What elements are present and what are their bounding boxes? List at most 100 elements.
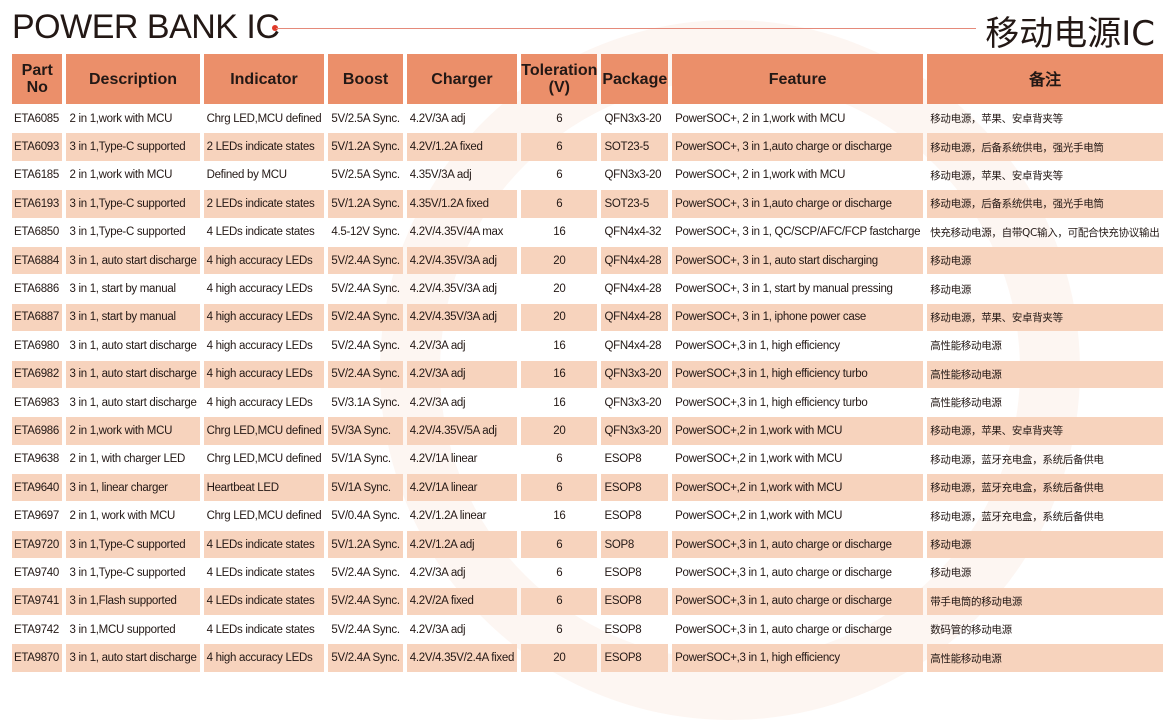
cell-description: 3 in 1,Flash supported (66, 587, 200, 616)
cell-toleration: 6 (556, 566, 563, 579)
table-row: ETA9638 2 in 1, with charger LED Chrg LED,… (12, 446, 1163, 473)
cell-boost: 5V/2.4A Sync. (331, 623, 400, 636)
cell-part-no: ETA6085 (14, 112, 59, 125)
cell-package: QFN3x3-20 (604, 396, 662, 409)
cell-boost: 5V/2.4A Sync. (328, 587, 403, 616)
cell-toleration: 6 (556, 112, 563, 125)
cell-toleration: 20 (521, 417, 598, 445)
cell-feature: PowerSOC+,2 in 1,work with MCU (675, 510, 843, 523)
cell-toleration: 16 (553, 226, 566, 239)
cell-description: 3 in 1,MCU supported (69, 623, 176, 636)
cell-feature: PowerSOC+,3 in 1, high efficiency (672, 644, 924, 672)
cell-package: ESOP8 (601, 474, 669, 502)
cell-description: 3 in 1,Type-C supported (66, 190, 200, 218)
cell-charger: 4.2V/1.2A linear (409, 510, 487, 523)
cell-package: ESOP8 (604, 623, 642, 636)
cell-description: 3 in 1,Type-C supported (69, 226, 186, 239)
page-title: POWER BANK IC (12, 8, 280, 46)
cell-indicator: 4 high accuracy LEDs (203, 644, 325, 672)
cell-toleration: 6 (521, 474, 598, 502)
cell-indicator: 4 LEDs indicate states (206, 623, 315, 636)
cell-charger: 4.2V/1A linear (406, 474, 518, 502)
cell-charger: 4.2V/1.2A fixed (406, 133, 518, 161)
cell-description: 3 in 1,Type-C supported (66, 133, 200, 161)
column-header-part-no: Part No (12, 54, 63, 104)
cell-notes: 移动电源，苹果、安卓背夹等 (927, 417, 1163, 445)
cell-part-no: ETA9720 (12, 530, 63, 559)
cell-feature: PowerSOC+,2 in 1,work with MCU (672, 474, 924, 502)
cell-indicator: 4 high accuracy LEDs (206, 339, 313, 352)
cell-notes: 移动电源 (927, 246, 1163, 275)
cell-indicator: Chrg LED,MCU defined (206, 112, 322, 125)
cell-description: 2 in 1, work with MCU (69, 510, 175, 523)
cell-notes: 移动电源 (930, 567, 972, 580)
title-rule (276, 28, 976, 29)
column-header-boost: Boost (328, 54, 403, 104)
cell-toleration: 6 (521, 133, 598, 161)
cell-package: SOP8 (601, 530, 669, 559)
cell-charger: 4.2V/3A adj (409, 623, 466, 636)
title-rule-dot (272, 25, 278, 31)
cell-part-no: ETA9697 (14, 510, 59, 523)
cell-package: SOT23-5 (601, 133, 669, 161)
cell-package: QFN4x4-28 (601, 246, 669, 275)
column-header-package: Package (601, 54, 669, 104)
cell-feature: PowerSOC+,3 in 1, auto charge or dischar… (672, 587, 924, 616)
cell-package: ESOP8 (601, 587, 669, 616)
table-row: ETA6886 3 in 1, start by manual 4 high acc… (12, 275, 1163, 302)
cell-description: 2 in 1,work with MCU (69, 169, 173, 182)
cell-package: QFN3x3-20 (604, 112, 662, 125)
cell-description: 3 in 1, auto start discharge (66, 246, 200, 275)
cell-package: QFN4x4-28 (601, 303, 669, 332)
cell-feature: PowerSOC+, 2 in 1,work with MCU (675, 169, 846, 182)
cell-indicator: 4 high accuracy LEDs (203, 303, 325, 332)
cell-indicator: Chrg LED,MCU defined (206, 510, 322, 523)
cell-indicator: Chrg LED,MCU defined (206, 453, 322, 466)
table-row: ETA6850 3 in 1,Type-C supported 4 LEDs ind… (12, 219, 1163, 246)
table-row: ETA6887 3 in 1, start by manual 4 high acc… (12, 303, 1163, 332)
cell-boost: 5V/2.5A Sync. (331, 169, 400, 182)
cell-boost: 5V/1A Sync. (331, 453, 391, 466)
product-table: Part No Description Indicator Boost Charger T… (8, 53, 1167, 673)
cell-notes: 移动电源，苹果、安卓背夹等 (927, 303, 1163, 332)
table-row: ETA6884 3 in 1, auto start discharge 4 hig… (12, 246, 1163, 275)
cell-charger: 4.2V/3A adj (409, 566, 466, 579)
cell-toleration: 20 (553, 283, 566, 296)
cell-boost: 5V/1A Sync. (328, 474, 403, 502)
cell-part-no: ETA6093 (12, 133, 63, 161)
column-header-feature: Feature (672, 54, 924, 104)
cell-charger: 4.2V/4.35V/3A adj (409, 283, 497, 296)
cell-part-no: ETA9742 (14, 623, 59, 636)
cell-toleration: 6 (521, 587, 598, 616)
cell-toleration: 20 (521, 246, 598, 275)
cell-toleration: 20 (521, 303, 598, 332)
cell-charger: 4.2V/3A adj (409, 339, 466, 352)
cell-boost: 5V/1.2A Sync. (328, 530, 403, 559)
cell-charger: 4.2V/4.35V/3A adj (406, 246, 518, 275)
table-row: ETA6085 2 in 1,work with MCU Chrg LED,MCU … (12, 105, 1163, 132)
table-row: ETA6093 3 in 1,Type-C supported 2 LEDs ind… (12, 133, 1163, 161)
cell-feature: PowerSOC+,2 in 1,work with MCU (672, 417, 924, 445)
column-header-notes: 备注 (927, 54, 1163, 104)
cell-feature: PowerSOC+,3 in 1, auto charge or dischar… (675, 566, 892, 579)
cell-package: ESOP8 (604, 566, 642, 579)
cell-indicator: 4 LEDs indicate states (203, 530, 325, 559)
cell-feature: PowerSOC+,2 in 1,work with MCU (675, 453, 843, 466)
cell-package: QFN4x4-32 (604, 226, 662, 239)
table-row: ETA9740 3 in 1,Type-C supported 4 LEDs ind… (12, 559, 1163, 586)
cell-indicator: Chrg LED,MCU defined (203, 417, 325, 445)
cell-feature: PowerSOC+, 3 in 1,auto charge or dischar… (672, 190, 924, 218)
cell-feature: PowerSOC+, 2 in 1,work with MCU (675, 112, 846, 125)
cell-description: 3 in 1,Type-C supported (66, 530, 200, 559)
cell-part-no: ETA9640 (12, 474, 63, 502)
cell-feature: PowerSOC+,3 in 1, high efficiency turbo (675, 396, 868, 409)
cell-part-no: ETA6884 (12, 246, 63, 275)
cell-indicator: 4 LEDs indicate states (206, 566, 315, 579)
cell-boost: 5V/2.4A Sync. (328, 360, 403, 388)
cell-toleration: 16 (553, 510, 566, 523)
cell-notes: 移动电源，后备系统供电，强光手电筒 (927, 190, 1163, 218)
cell-indicator: 4 high accuracy LEDs (206, 283, 313, 296)
cell-package: QFN4x4-28 (604, 283, 662, 296)
table-row: ETA9742 3 in 1,MCU supported 4 LEDs indica… (12, 616, 1163, 643)
cell-charger: 4.35V/1.2A fixed (406, 190, 518, 218)
